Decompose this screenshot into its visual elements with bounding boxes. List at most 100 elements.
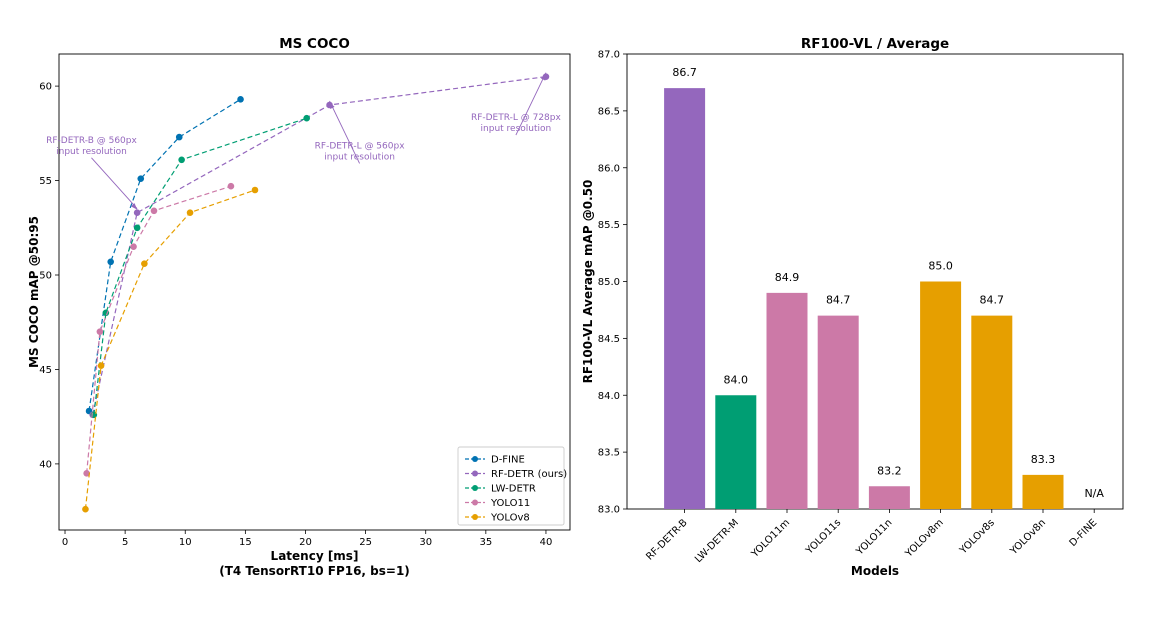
y-axis-label: RF100-VL Average mAP @0.50 [581, 180, 595, 384]
x-tick-label: 40 [540, 537, 553, 548]
x-tick-label: YOLO11n [854, 517, 895, 558]
bar-value-label: 84.9 [775, 271, 800, 284]
annotation-text: RF-DETR-L @ 728px [471, 113, 562, 123]
annotation-arrowhead [540, 73, 546, 81]
bar-value-label: 83.3 [1031, 453, 1056, 466]
data-point [133, 224, 141, 232]
bar [920, 281, 962, 509]
x-tick-label: 25 [359, 537, 372, 548]
y-tick-label: 55 [39, 176, 52, 187]
data-point [141, 260, 148, 267]
annotation-arrow [91, 157, 138, 209]
bar [868, 486, 910, 509]
annotation-arrowhead [329, 102, 335, 109]
bar [817, 315, 859, 509]
legend-label: RF-DETR (ours) [491, 469, 567, 480]
x-tick-label: 20 [299, 537, 312, 548]
y-tick-label: 84.5 [598, 334, 620, 345]
y-tick-label: 83.0 [598, 505, 620, 516]
bar-value-label: 84.0 [724, 373, 749, 386]
data-point [82, 505, 89, 513]
data-point [178, 156, 185, 164]
data-point [227, 182, 235, 190]
annotation-text: input resolution [56, 147, 127, 157]
legend-marker [472, 456, 478, 462]
y-tick-label: 45 [39, 365, 52, 376]
y-tick-label: 86.0 [598, 163, 620, 174]
bar [766, 292, 808, 509]
data-point [175, 133, 183, 141]
y-tick-label: 85.0 [598, 277, 620, 288]
y-tick-label: 50 [39, 271, 52, 282]
data-point [107, 258, 115, 266]
data-point [83, 470, 90, 477]
legend-marker [472, 485, 478, 491]
data-point [237, 96, 244, 103]
data-point [97, 362, 105, 369]
y-axis-label: MS COCO mAP @50:95 [27, 216, 41, 368]
x-tick-label: YOLOv8n [1008, 517, 1048, 557]
y-tick-label: 83.5 [598, 448, 620, 459]
x-axis-label: Models [851, 564, 899, 578]
bar-value-label: 86.7 [672, 66, 697, 79]
legend-label: YOLOv8 [490, 513, 530, 524]
x-tick-label: 5 [122, 537, 128, 548]
bar-value-label: 83.2 [877, 464, 902, 477]
data-point [303, 114, 310, 122]
bar-value-label: 84.7 [826, 294, 851, 307]
x-tick-label: 30 [419, 537, 432, 548]
legend-label: YOLO11 [490, 498, 530, 509]
legend-label: D-FINE [491, 455, 525, 466]
legend-marker [472, 470, 478, 477]
x-tick-label: D-FINE [1068, 517, 1100, 549]
x-tick-label: YOLOv8m [903, 517, 946, 560]
x-axis-sublabel: (T4 TensorRT10 FP16, bs=1) [219, 564, 410, 578]
bar-value-label: 84.7 [980, 294, 1005, 307]
annotation-arrow [515, 72, 547, 136]
data-point [133, 209, 141, 216]
y-tick-label: 60 [39, 82, 52, 93]
plot-frame [58, 53, 571, 531]
data-point [150, 207, 158, 215]
data-point [96, 328, 104, 335]
x-axis-label: Latency [ms] [271, 549, 359, 563]
y-tick-label: 87.0 [598, 50, 620, 61]
y-tick-label: 40 [39, 459, 52, 470]
annotation-text: input resolution [481, 124, 552, 134]
legend-box [457, 446, 565, 526]
annotation-text: input resolution [324, 152, 395, 162]
data-point [251, 186, 259, 194]
bar-value-label: N/A [1084, 487, 1104, 500]
bar [1022, 474, 1064, 509]
chart-title: MS COCO [279, 36, 350, 52]
x-tick-label: YOLO11s [803, 517, 843, 557]
series-line [84, 189, 256, 510]
annotation-text: RF-DETR-B @ 560px [46, 136, 137, 146]
data-point [186, 209, 194, 216]
x-tick-label: YOLOv8s [957, 517, 997, 557]
bar [715, 395, 757, 509]
legend-label: LW-DETR [491, 484, 536, 495]
annotation-arrowhead [130, 203, 138, 210]
x-tick-label: 35 [479, 537, 492, 548]
data-point [130, 243, 137, 250]
chart-title: RF100-VL / Average [801, 36, 949, 52]
annotation-arrow [329, 100, 360, 164]
data-point [137, 175, 145, 182]
x-tick-label: LW-DETR-M [693, 517, 741, 565]
legend-marker [472, 499, 478, 506]
bar [971, 315, 1013, 509]
bar-value-label: 85.0 [928, 260, 953, 273]
annotation-text: RF-DETR-L @ 560px [315, 141, 406, 151]
series-line [92, 76, 547, 415]
x-tick-label: RF-DETR-B [644, 517, 689, 562]
y-tick-label: 86.5 [598, 106, 620, 117]
bar [664, 88, 706, 509]
x-tick-label: 15 [239, 537, 252, 548]
legend-marker [472, 514, 478, 520]
x-tick-label: YOLO11m [749, 517, 792, 560]
y-tick-label: 85.5 [598, 220, 620, 231]
